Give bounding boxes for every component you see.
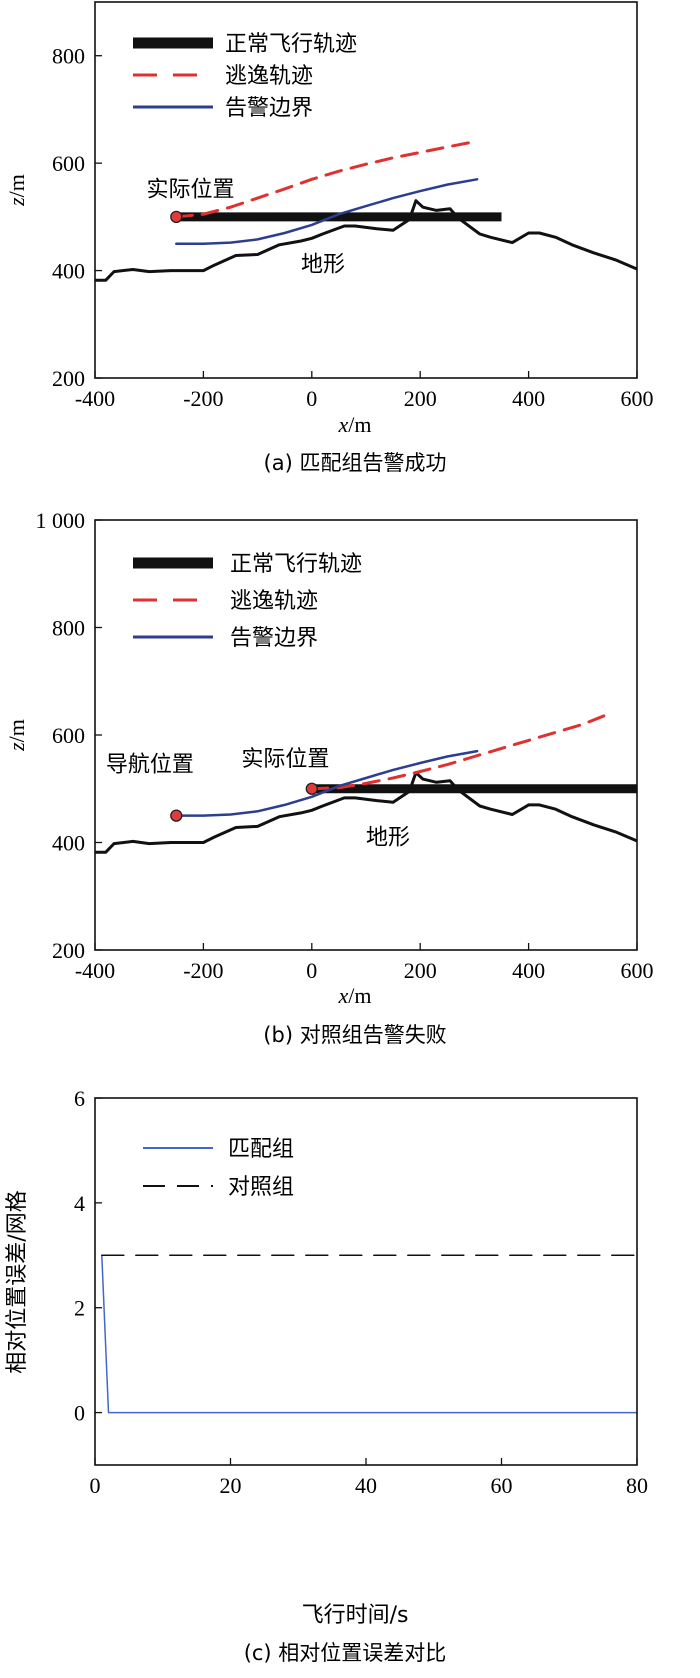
legend-label: 匹配组 [228, 1137, 294, 1162]
y-axis-unit: /m [4, 174, 29, 197]
position-marker [305, 782, 318, 795]
y-axis-var: z [4, 197, 29, 207]
series-escape-line [174, 140, 476, 219]
x-axis-unit: /m [348, 412, 371, 437]
x-tick-label: 20 [220, 1473, 242, 1498]
series-match-line [101, 1254, 637, 1414]
x-tick-label: 400 [512, 958, 545, 983]
annotation-label: 地形 [366, 826, 410, 851]
x-tick-label: 200 [404, 958, 437, 983]
x-axis-var: x [338, 983, 349, 1008]
y-tick-label: 400 [52, 831, 85, 856]
x-tick-label: 200 [404, 386, 437, 411]
series-group [95, 140, 637, 282]
series-group [101, 1254, 637, 1414]
legend-label: 逃逸轨迹 [225, 64, 313, 89]
chart-panel-2: -400 -200 0 200 400 600 200 400 600 800 1 000 导航位置 实… [4, 508, 654, 1047]
y-tick-label: 600 [52, 151, 85, 176]
x-tick-label: 0 [90, 1473, 101, 1498]
y-axis-var: z [4, 742, 29, 752]
y-tick-label: 0 [74, 1401, 85, 1426]
y-axis-label: 相对位置误差/网格 [5, 1190, 30, 1373]
x-axis-label: 飞行时间/s [302, 1603, 409, 1628]
legend-label: 对照组 [228, 1175, 294, 1200]
series-group [95, 712, 637, 854]
position-marker [170, 809, 183, 822]
x-axis-label: x/m [338, 983, 372, 1008]
annotation-label: 实际位置 [241, 747, 329, 772]
x-tick-label: -200 [183, 958, 223, 983]
panel-caption: (b) 对照组告警失败 [263, 1023, 446, 1047]
legend-label: 逃逸轨迹 [230, 589, 318, 614]
series-boundary-line [175, 178, 479, 245]
y-tick-label: 800 [52, 44, 85, 69]
x-tick-label: 0 [306, 958, 317, 983]
series-terrain-line [95, 199, 637, 282]
x-tick-label: 400 [512, 386, 545, 411]
x-tick-label: 80 [626, 1473, 648, 1498]
y-tick-label: 600 [52, 723, 85, 748]
legend-label: 正常飞行轨迹 [230, 552, 362, 577]
y-tick-label: 6 [74, 1086, 85, 1111]
y-tick-label: 2 [74, 1296, 85, 1321]
legend-label: 正常飞行轨迹 [225, 32, 357, 57]
x-tick-label: 0 [306, 386, 317, 411]
legend-label: 告警边界 [225, 96, 313, 121]
x-axis-unit: /m [348, 983, 371, 1008]
plot-frame [94, 1097, 638, 1466]
annotation-label: 实际位置 [146, 177, 234, 202]
annotation-label: 地形 [301, 253, 345, 278]
y-tick-label: 200 [52, 938, 85, 963]
legend-label: 告警边界 [230, 626, 318, 651]
y-tick-label: 800 [52, 616, 85, 641]
x-tick-label: -400 [75, 386, 115, 411]
x-axis-var: x [338, 412, 349, 437]
x-axis-label: x/m [338, 412, 372, 437]
plot-frame [94, 519, 638, 951]
x-tick-label: 600 [621, 958, 654, 983]
series-escape-line [310, 712, 612, 791]
x-tick-label: -400 [75, 958, 115, 983]
x-tick-label: 600 [621, 386, 654, 411]
x-tick-label: 60 [491, 1473, 513, 1498]
y-tick-label: 4 [74, 1191, 85, 1216]
position-marker [170, 210, 183, 224]
panel-caption: (a) 匹配组告警成功 [264, 451, 447, 475]
y-axis-label: z/m [4, 719, 29, 752]
panel-caption: (c) 相对位置误差对比 [244, 1641, 447, 1665]
y-tick-label: 200 [52, 366, 85, 391]
x-tick-label: 40 [355, 1473, 377, 1498]
y-axis-unit: /m [4, 719, 29, 742]
y-tick-label: 1 000 [36, 508, 86, 533]
annotation-label: 导航位置 [106, 753, 194, 778]
series-boundary-line [175, 749, 479, 817]
y-tick-label: 400 [52, 259, 85, 284]
x-tick-label: -200 [183, 386, 223, 411]
plot-frame [94, 1, 638, 379]
y-axis-label: z/m [4, 174, 29, 207]
series-terrain-line [95, 771, 637, 854]
